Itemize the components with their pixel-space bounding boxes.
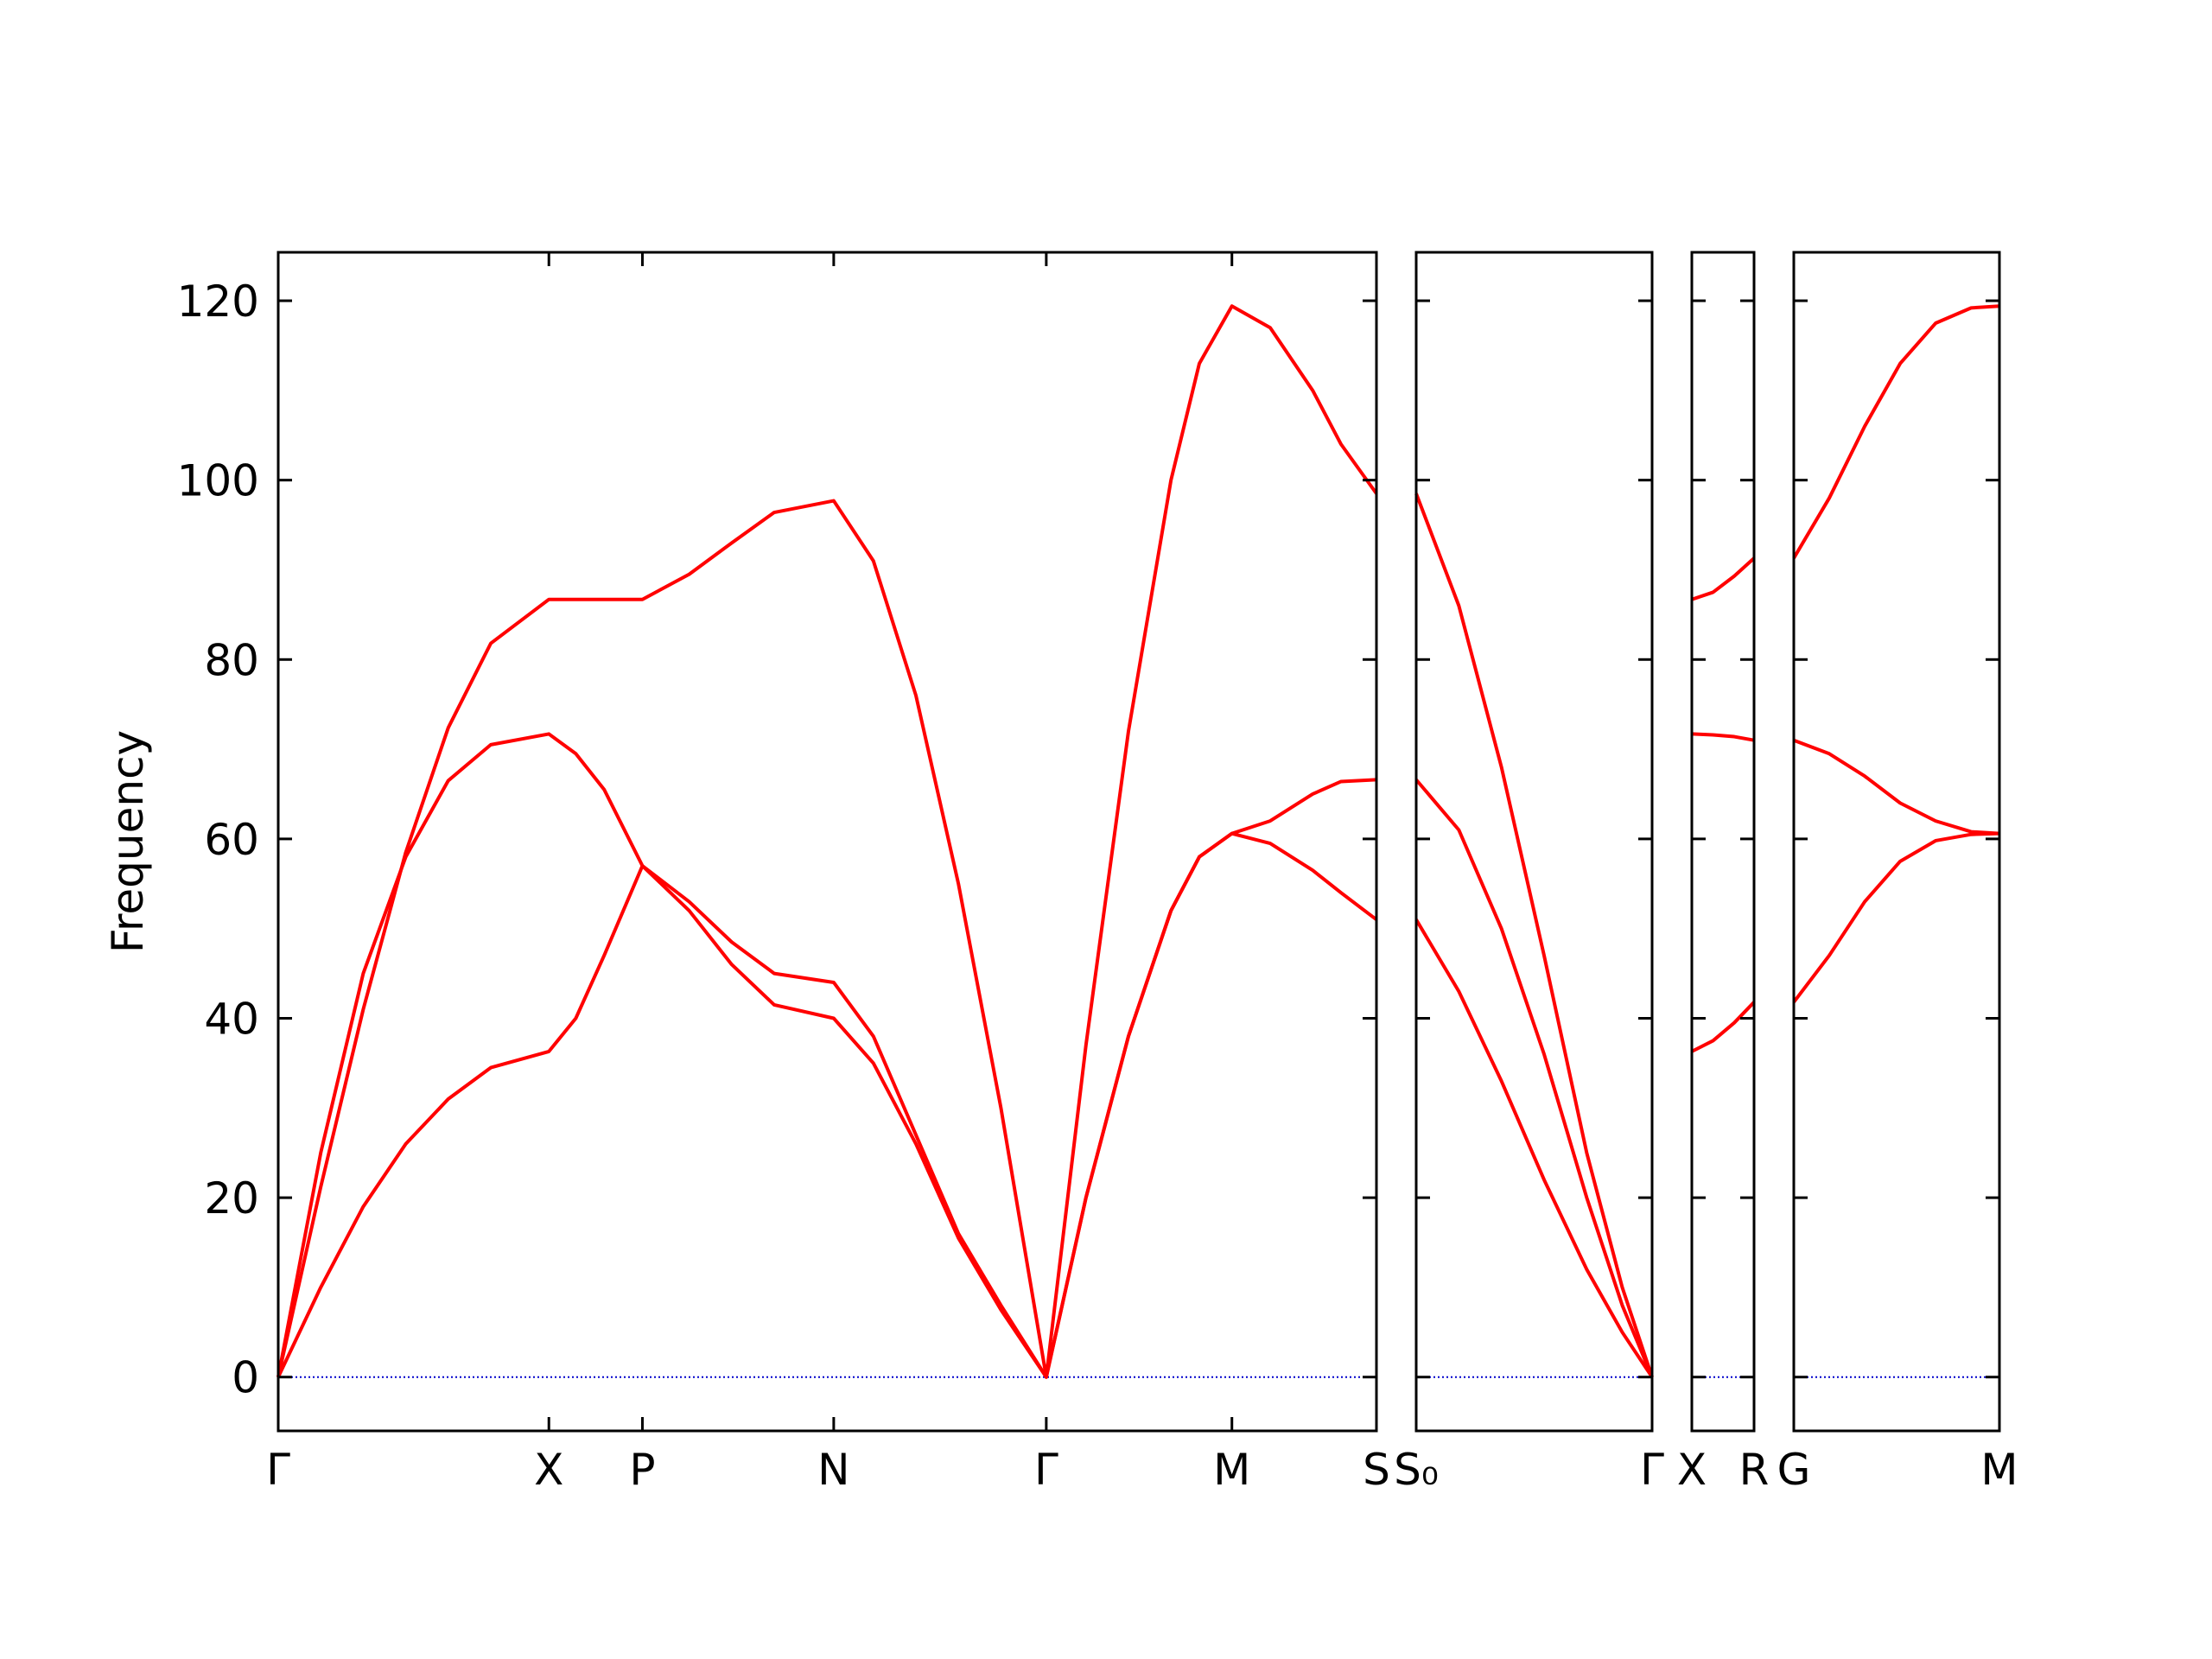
y-axis-label: Frequency [103,730,153,953]
band-line [1414,779,1654,1378]
band-line [1792,304,2000,559]
axes-frame [1792,251,2001,1433]
x-tick-label: Γ [266,1445,290,1495]
y-tick-label: 100 [177,456,259,506]
y-tick-label: 20 [204,1173,259,1224]
y-tick-label: 0 [232,1353,259,1403]
band-line [276,831,1378,1379]
axes-frame [1690,251,1756,1433]
axes-frame [276,251,1378,1433]
band-line [1691,556,1756,601]
x-tick-label: R [1739,1445,1770,1495]
y-tick-label: 120 [177,276,259,327]
band-line [1691,1001,1756,1053]
axes-frame [1414,251,1654,1433]
x-tick-label: S [1363,1445,1390,1495]
band-line [1691,732,1755,742]
x-tick-label: M [1980,1445,2018,1495]
x-tick-label: G [1777,1445,1811,1495]
x-tick-label: N [817,1445,849,1495]
band-line [1414,493,1654,1378]
band-line [276,304,1378,1379]
x-tick-label: P [629,1445,655,1495]
x-tick-label: Γ [1640,1445,1664,1495]
y-tick-label: 80 [204,635,259,685]
y-tick-label: 60 [204,815,259,865]
y-tick-label: 40 [204,994,259,1044]
x-tick-label: M [1213,1445,1250,1495]
x-tick-label: X [1677,1445,1707,1495]
band-line [1792,831,2000,1004]
x-tick-label: S₀ [1394,1445,1439,1495]
x-tick-label: Γ [1034,1445,1058,1495]
x-tick-label: X [534,1445,563,1495]
band-line [1793,738,2000,836]
band-line [1414,918,1654,1378]
